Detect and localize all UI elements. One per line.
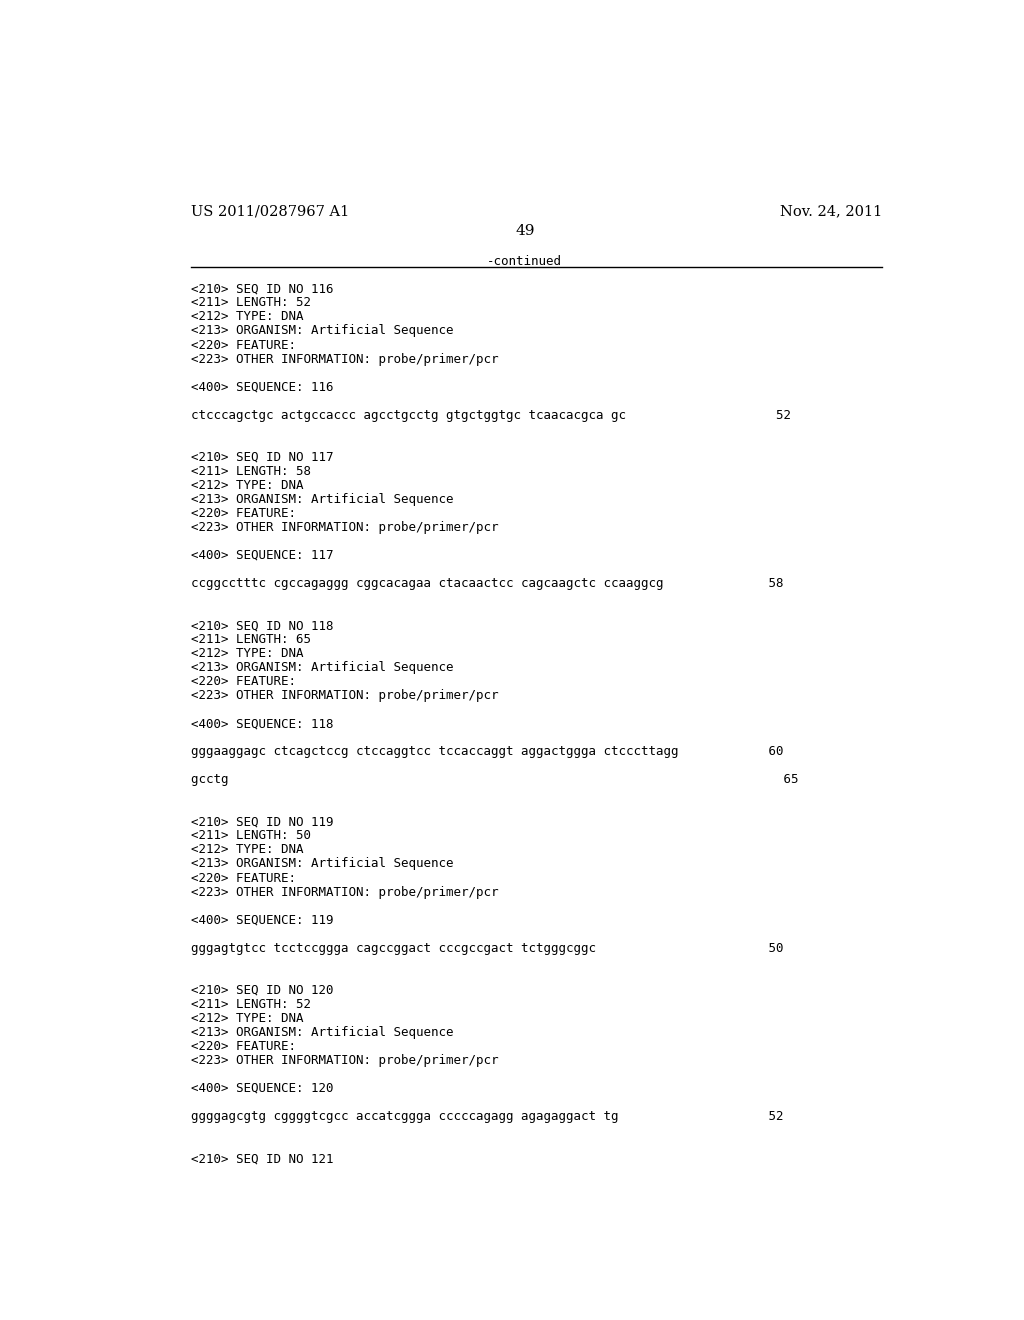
Text: <212> TYPE: DNA: <212> TYPE: DNA <box>191 1011 304 1024</box>
Text: ctcccagctgc actgccaccc agcctgcctg gtgctggtgc tcaacacgca gc                    52: ctcccagctgc actgccaccc agcctgcctg gtgctg… <box>191 409 792 421</box>
Text: <210> SEQ ID NO 116: <210> SEQ ID NO 116 <box>191 282 334 296</box>
Text: <400> SEQUENCE: 118: <400> SEQUENCE: 118 <box>191 717 334 730</box>
Text: <400> SEQUENCE: 120: <400> SEQUENCE: 120 <box>191 1082 334 1094</box>
Text: <212> TYPE: DNA: <212> TYPE: DNA <box>191 647 304 660</box>
Text: <210> SEQ ID NO 117: <210> SEQ ID NO 117 <box>191 450 334 463</box>
Text: <211> LENGTH: 65: <211> LENGTH: 65 <box>191 634 311 645</box>
Text: Nov. 24, 2011: Nov. 24, 2011 <box>779 205 882 218</box>
Text: <213> ORGANISM: Artificial Sequence: <213> ORGANISM: Artificial Sequence <box>191 325 454 338</box>
Text: <213> ORGANISM: Artificial Sequence: <213> ORGANISM: Artificial Sequence <box>191 858 454 870</box>
Text: <210> SEQ ID NO 118: <210> SEQ ID NO 118 <box>191 619 334 632</box>
Text: <213> ORGANISM: Artificial Sequence: <213> ORGANISM: Artificial Sequence <box>191 661 454 675</box>
Text: US 2011/0287967 A1: US 2011/0287967 A1 <box>191 205 350 218</box>
Text: <223> OTHER INFORMATION: probe/primer/pcr: <223> OTHER INFORMATION: probe/primer/pc… <box>191 521 499 533</box>
Text: gggagtgtcc tcctccggga cagccggact cccgccgact tctgggcggc                       50: gggagtgtcc tcctccggga cagccggact cccgccg… <box>191 941 784 954</box>
Text: <211> LENGTH: 52: <211> LENGTH: 52 <box>191 998 311 1011</box>
Text: <210> SEQ ID NO 119: <210> SEQ ID NO 119 <box>191 816 334 829</box>
Text: <400> SEQUENCE: 116: <400> SEQUENCE: 116 <box>191 380 334 393</box>
Text: <220> FEATURE:: <220> FEATURE: <box>191 675 297 688</box>
Text: <220> FEATURE:: <220> FEATURE: <box>191 338 297 351</box>
Text: <211> LENGTH: 52: <211> LENGTH: 52 <box>191 297 311 309</box>
Text: <220> FEATURE:: <220> FEATURE: <box>191 871 297 884</box>
Text: <212> TYPE: DNA: <212> TYPE: DNA <box>191 843 304 857</box>
Text: <223> OTHER INFORMATION: probe/primer/pcr: <223> OTHER INFORMATION: probe/primer/pc… <box>191 1053 499 1067</box>
Text: <223> OTHER INFORMATION: probe/primer/pcr: <223> OTHER INFORMATION: probe/primer/pc… <box>191 352 499 366</box>
Text: <223> OTHER INFORMATION: probe/primer/pcr: <223> OTHER INFORMATION: probe/primer/pc… <box>191 886 499 899</box>
Text: gggaaggagc ctcagctccg ctccaggtcc tccaccaggt aggactggga ctcccttagg            60: gggaaggagc ctcagctccg ctccaggtcc tccacca… <box>191 746 784 758</box>
Text: <211> LENGTH: 58: <211> LENGTH: 58 <box>191 465 311 478</box>
Text: <212> TYPE: DNA: <212> TYPE: DNA <box>191 310 304 323</box>
Text: ccggcctttc cgccagaggg cggcacagaa ctacaactcc cagcaagctc ccaaggcg              58: ccggcctttc cgccagaggg cggcacagaa ctacaac… <box>191 577 784 590</box>
Text: gcctg                                                                          6: gcctg 6 <box>191 774 799 787</box>
Text: <220> FEATURE:: <220> FEATURE: <box>191 1040 297 1053</box>
Text: <400> SEQUENCE: 117: <400> SEQUENCE: 117 <box>191 549 334 562</box>
Text: <213> ORGANISM: Artificial Sequence: <213> ORGANISM: Artificial Sequence <box>191 1026 454 1039</box>
Text: <211> LENGTH: 50: <211> LENGTH: 50 <box>191 829 311 842</box>
Text: ggggagcgtg cggggtcgcc accatcggga cccccagagg agagaggact tg                    52: ggggagcgtg cggggtcgcc accatcggga cccccag… <box>191 1110 784 1123</box>
Text: <220> FEATURE:: <220> FEATURE: <box>191 507 297 520</box>
Text: <210> SEQ ID NO 120: <210> SEQ ID NO 120 <box>191 983 334 997</box>
Text: <223> OTHER INFORMATION: probe/primer/pcr: <223> OTHER INFORMATION: probe/primer/pc… <box>191 689 499 702</box>
Text: -continued: -continued <box>487 255 562 268</box>
Text: <213> ORGANISM: Artificial Sequence: <213> ORGANISM: Artificial Sequence <box>191 492 454 506</box>
Text: 49: 49 <box>515 224 535 239</box>
Text: <210> SEQ ID NO 121: <210> SEQ ID NO 121 <box>191 1152 334 1166</box>
Text: <212> TYPE: DNA: <212> TYPE: DNA <box>191 479 304 492</box>
Text: <400> SEQUENCE: 119: <400> SEQUENCE: 119 <box>191 913 334 927</box>
